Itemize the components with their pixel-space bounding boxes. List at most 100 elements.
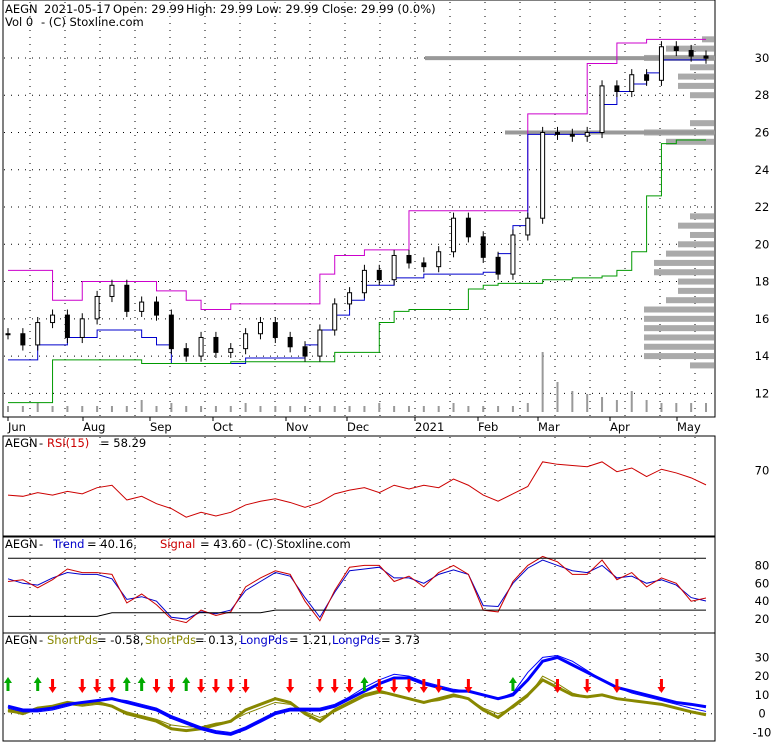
volume-profile-bar — [690, 213, 714, 220]
pds-y-tick: 0 — [758, 707, 765, 721]
candle-body — [198, 336, 204, 357]
header-close: Close: 29.99 (0.0%) — [322, 2, 436, 16]
trend-ticker: AEGN — [5, 537, 38, 551]
up-arrow — [137, 677, 146, 691]
volume-bar — [21, 406, 24, 412]
signal-arrows — [4, 677, 666, 693]
volume-bar — [586, 394, 589, 412]
volume-bar — [185, 406, 188, 412]
pds-s1-value: = -0.58, — [97, 633, 144, 647]
volume-profile-bar — [654, 259, 714, 266]
candle-body — [50, 314, 56, 324]
candle-body — [436, 251, 442, 268]
rsi-ticker: AEGN — [5, 436, 38, 450]
trend-lines — [7, 555, 707, 624]
volume-bar — [81, 406, 84, 412]
down-arrow — [434, 679, 443, 693]
volume-bar — [541, 352, 544, 412]
trend-y-tick: 80 — [755, 558, 770, 572]
down-arrow — [226, 679, 235, 693]
volume-profile-bar — [702, 36, 714, 43]
down-arrow — [211, 679, 220, 693]
x-tick-label: 2021 — [415, 420, 444, 434]
down-arrow — [197, 679, 206, 693]
pds-y-tick: 10 — [755, 688, 770, 702]
price-y-tick: 14 — [755, 349, 770, 363]
signal-series — [7, 555, 707, 624]
volume-bar — [229, 406, 232, 412]
down-arrow — [583, 679, 592, 693]
down-arrow — [464, 679, 473, 693]
price-panel-frame — [2, 0, 716, 418]
candle-body — [243, 333, 249, 350]
candle-body — [5, 333, 11, 336]
price-y-tick: 24 — [755, 163, 770, 177]
volume-bar — [497, 406, 500, 412]
price-y-tick: 20 — [755, 237, 770, 251]
candle-body — [554, 131, 560, 135]
volume-bar — [155, 406, 158, 412]
up-arrow — [360, 677, 369, 691]
candle-body — [540, 131, 546, 219]
candle-body — [124, 284, 130, 312]
volume-bar — [125, 406, 128, 412]
trend-credit: - (C) Stoxline.com — [248, 537, 351, 551]
candle-body — [480, 236, 486, 258]
volume-profile-bar — [666, 297, 714, 304]
volume-bar — [407, 406, 410, 412]
longpds-series-2 — [7, 654, 707, 734]
volume-profile-bar — [644, 343, 714, 350]
volume-profile-bar — [690, 362, 714, 369]
volume-bar — [333, 406, 336, 412]
down-arrow — [553, 679, 562, 693]
pds-l1-value: = 1.21, — [289, 633, 332, 647]
candle-body — [629, 74, 635, 92]
volume-bar — [7, 406, 9, 412]
candle-body — [272, 322, 278, 338]
candle-body — [614, 85, 620, 92]
header-vol: Vol 0 — [5, 15, 33, 29]
price-y-tick: 22 — [755, 200, 770, 214]
candle-body — [213, 336, 219, 353]
down-arrow — [241, 679, 250, 693]
rsi-panel-frame — [2, 435, 716, 537]
volume-profile — [425, 36, 715, 369]
pds-ticker: AEGN — [5, 633, 38, 647]
volume-bar — [170, 403, 173, 412]
down-arrow — [330, 679, 339, 693]
rsi-dash: - — [39, 436, 43, 450]
rsi-y-tick: 70 — [755, 463, 770, 477]
candle-body — [168, 314, 174, 350]
trend-y-tick: 20 — [755, 612, 770, 626]
x-tick-label: Mar — [538, 420, 560, 434]
volume-bars — [7, 352, 707, 412]
candle-body — [302, 346, 308, 357]
volume-profile-bar — [690, 120, 714, 127]
candle-body — [109, 284, 115, 297]
volume-bar — [705, 403, 707, 412]
volume-bar — [437, 406, 440, 412]
down-arrow — [152, 679, 161, 693]
candle-body — [703, 55, 709, 59]
pds-dash: - — [39, 633, 43, 647]
down-arrow — [657, 679, 666, 693]
volume-bar — [675, 403, 678, 412]
up-arrow — [508, 677, 517, 691]
pds-panel-frame — [2, 632, 716, 742]
volume-profile-bar — [666, 138, 714, 145]
candle-body — [376, 269, 382, 281]
trend-dash: - — [39, 537, 43, 551]
volume-bar — [289, 406, 292, 412]
volume-bar — [645, 400, 648, 412]
candle-body — [257, 322, 263, 335]
volume-bar — [363, 406, 366, 412]
volume-bar — [36, 403, 39, 412]
x-tick-labels: Jun Aug Sep Oct Nov Dec 2021 Feb Mar Apr May — [7, 417, 701, 434]
price-y-tick: 26 — [755, 125, 770, 139]
rsi-series — [7, 461, 707, 518]
down-arrow — [375, 679, 384, 693]
x-tick-label: Aug — [83, 420, 105, 434]
x-tick-label: Oct — [213, 420, 233, 434]
volume-profile-bar — [644, 334, 714, 341]
pds-lines — [4, 654, 714, 736]
